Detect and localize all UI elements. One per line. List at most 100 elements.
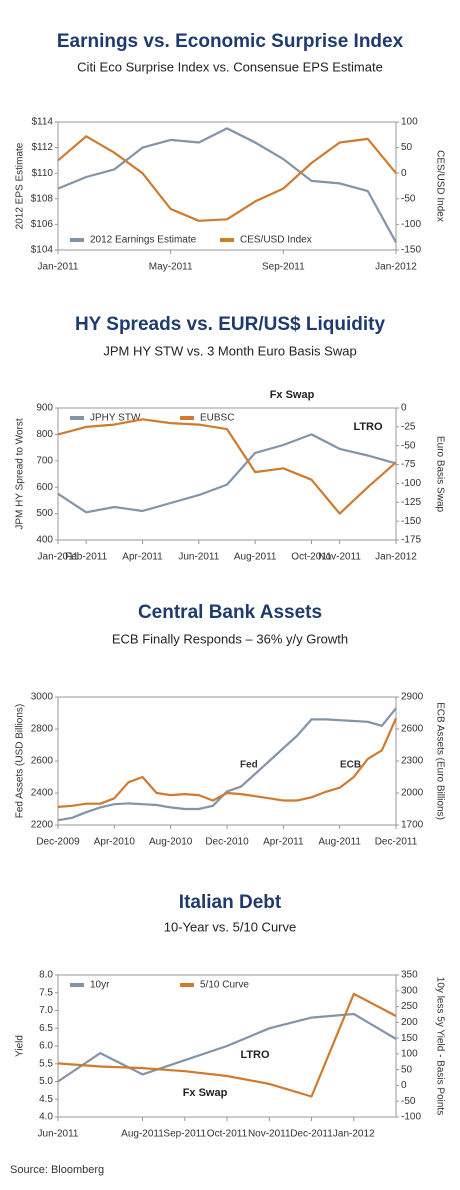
x-tick-label: Apr-2011 [122, 552, 163, 563]
y-tick-label: 800 [36, 429, 53, 440]
annotation: LTRO [240, 1049, 270, 1061]
annotation: Fx Swap [270, 389, 315, 401]
x-tick-label: Jan-2011 [38, 262, 79, 273]
y2-tick-label: 0 [401, 403, 407, 414]
legend-label: 2012 Earnings Estimate [90, 235, 197, 246]
y2-tick-label: -150 [401, 516, 421, 527]
y-tick-label: 2400 [31, 788, 54, 799]
source-note: Source: Bloomberg [10, 1164, 104, 1176]
y-tick-label: 6.5 [39, 1023, 53, 1034]
x-tick-label: Aug-2011 [234, 552, 277, 563]
y-tick-label: 400 [36, 535, 53, 546]
y2-tick-label: -125 [401, 497, 421, 508]
y2-tick-label: -100 [401, 219, 421, 230]
annotation: Fx Swap [183, 1087, 228, 1099]
y2-axis-title: CES/USD Index [434, 150, 445, 222]
y-tick-label: 500 [36, 508, 53, 519]
x-tick-label: Sep-2011 [262, 262, 305, 273]
annotation: LTRO [353, 421, 383, 433]
y2-axis-title: ECB Assets (Euro Billions) [434, 702, 445, 820]
chart-subtitle: ECB Finally Responds – 36% y/y Growth [112, 631, 348, 646]
x-tick-label: Dec-2011 [375, 837, 418, 848]
y-tick-label: $110 [31, 168, 53, 179]
series-label: ECB [340, 760, 361, 771]
legend-label: 10yr [90, 980, 110, 991]
y2-tick-label: 150 [401, 1033, 418, 1044]
y2-tick-label: 2600 [401, 724, 424, 735]
y-axis-title: JPM HY Spread to Worst [15, 418, 26, 530]
series-line [57, 1012, 397, 1083]
y2-tick-label: 50 [401, 1064, 413, 1075]
x-tick-label: Dec-2010 [205, 837, 249, 848]
y2-tick-label: -50 [401, 193, 416, 204]
y2-tick-label: -100 [401, 1112, 421, 1123]
x-tick-label: Jan-2012 [375, 552, 417, 563]
series-line [57, 707, 397, 822]
series-line [57, 418, 397, 515]
y2-tick-label: 100 [401, 117, 418, 128]
x-tick-label: Aug-2010 [149, 837, 193, 848]
legend-label: EUBSC [200, 413, 234, 424]
x-tick-label: Apr-2011 [263, 837, 304, 848]
y2-tick-label: 50 [401, 142, 413, 153]
y-tick-label: 7.5 [39, 987, 53, 998]
y2-tick-label: 350 [401, 970, 418, 981]
x-tick-label: Dec-2011 [290, 1129, 333, 1140]
x-tick-label: Oct-2011 [291, 552, 332, 563]
y-tick-label: 8.0 [39, 970, 53, 981]
y2-tick-label: 200 [401, 1017, 418, 1028]
legend-label: JPHY STW [90, 413, 141, 424]
x-tick-label: Nov-2011 [248, 1129, 291, 1140]
y2-tick-label: -100 [401, 478, 421, 489]
x-tick-label: Aug-2011 [121, 1129, 164, 1140]
series-line [57, 717, 398, 808]
x-tick-label: Jan-2012 [375, 262, 417, 273]
y2-tick-label: 1700 [401, 820, 424, 831]
chart-subtitle: JPM HY STW vs. 3 Month Euro Basis Swap [103, 343, 356, 358]
y-tick-label: 6.0 [39, 1041, 53, 1052]
x-tick-label: Jan-2012 [333, 1129, 375, 1140]
y-axis-title: Fed Assets (USD Billions) [15, 704, 26, 818]
x-tick-label: Jan-2011 [38, 552, 79, 563]
plot-frame [57, 407, 397, 541]
chart-title: HY Spreads vs. EUR/US$ Liquidity [75, 314, 386, 335]
y-tick-label: $112 [31, 142, 53, 153]
y-tick-label: 900 [36, 403, 53, 414]
y-tick-label: 2600 [31, 756, 54, 767]
y2-tick-label: -175 [401, 535, 421, 546]
series-line [57, 992, 397, 1098]
y2-tick-label: 300 [401, 985, 418, 996]
legend-label: 5/10 Curve [200, 980, 249, 991]
y2-tick-label: 0 [401, 1080, 407, 1091]
legend-label: CES/USD Index [240, 235, 312, 246]
x-tick-label: Apr-2010 [94, 837, 136, 848]
y2-tick-label: 0 [401, 168, 407, 179]
y-tick-label: $106 [31, 219, 54, 230]
y2-axis-title: Euro Basis Swap [434, 436, 445, 513]
y-tick-label: 5.0 [39, 1076, 53, 1087]
chart-subtitle: 10-Year vs. 5/10 Curve [164, 919, 296, 934]
y-axis-title: Yield [15, 1035, 26, 1057]
y-tick-label: 4.5 [39, 1094, 53, 1105]
y-tick-label: 3000 [31, 692, 54, 703]
y-tick-label: 7.0 [39, 1005, 53, 1016]
y-tick-label: $108 [31, 193, 54, 204]
y2-tick-label: 250 [401, 1001, 418, 1012]
y-tick-label: 2200 [31, 820, 54, 831]
series-label: Fed [240, 760, 258, 771]
y2-tick-label: 2900 [401, 692, 424, 703]
y2-tick-label: 2300 [401, 756, 424, 767]
y2-tick-label: -50 [401, 440, 416, 451]
series-line [57, 127, 397, 243]
y2-tick-label: -50 [401, 1096, 416, 1107]
series-line [57, 135, 397, 222]
y2-tick-label: -75 [401, 459, 416, 470]
chart-title: Earnings vs. Economic Surprise Index [57, 31, 404, 52]
y2-tick-label: 100 [401, 1049, 418, 1060]
chart-subtitle: Citi Eco Surprise Index vs. Consensue EP… [77, 59, 383, 74]
y-tick-label: 700 [36, 455, 53, 466]
x-tick-label: May-2011 [149, 262, 193, 273]
series-line [57, 433, 397, 514]
chart-title: Italian Debt [179, 892, 282, 913]
